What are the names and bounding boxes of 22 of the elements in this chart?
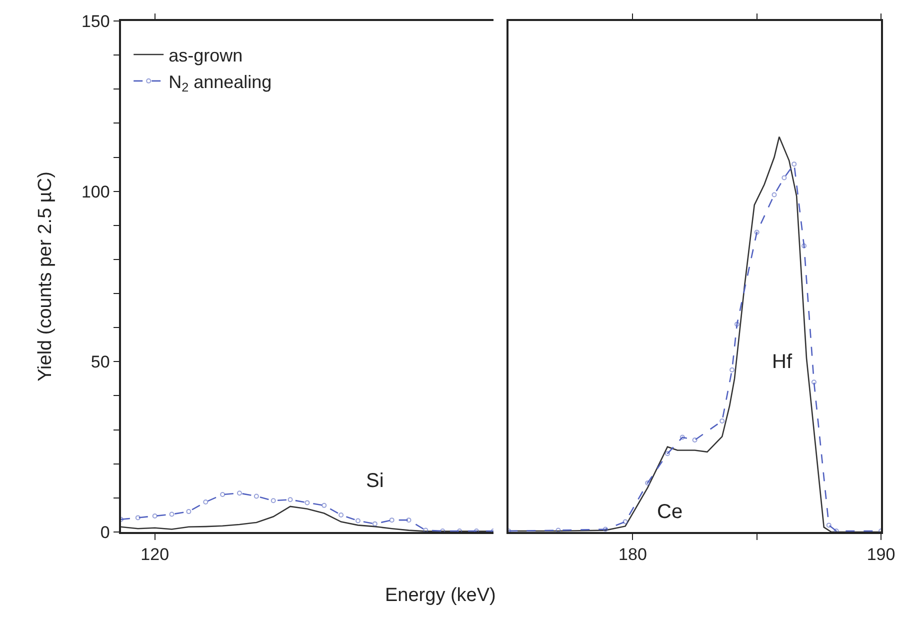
point — [680, 434, 685, 440]
annotation: Hf — [772, 351, 792, 373]
x-tick-label: 120 — [140, 545, 170, 564]
point — [734, 322, 740, 327]
x-tick-label: 190 — [866, 545, 896, 564]
y-tick-label: 50 — [90, 352, 110, 372]
y-axis-title: Yield (counts per 2.5 µC) — [34, 172, 56, 382]
x-axis-title: Energy (keV) — [385, 585, 496, 606]
legend-label: N$_{2}$ annealing — [168, 72, 272, 95]
point — [802, 243, 807, 248]
y-tick-label: 100 — [81, 182, 110, 202]
line-series — [121, 506, 494, 532]
x-tick-label: 180 — [618, 545, 647, 564]
y-tick-label: 0 — [100, 522, 110, 542]
y-tick-label: 150 — [81, 12, 110, 31]
point — [645, 480, 650, 486]
annotation: Ce — [657, 501, 683, 523]
point — [602, 526, 608, 532]
point — [664, 451, 670, 456]
point — [754, 230, 760, 235]
legend-label: as-grown — [168, 46, 243, 66]
annotation: Si — [366, 470, 384, 492]
